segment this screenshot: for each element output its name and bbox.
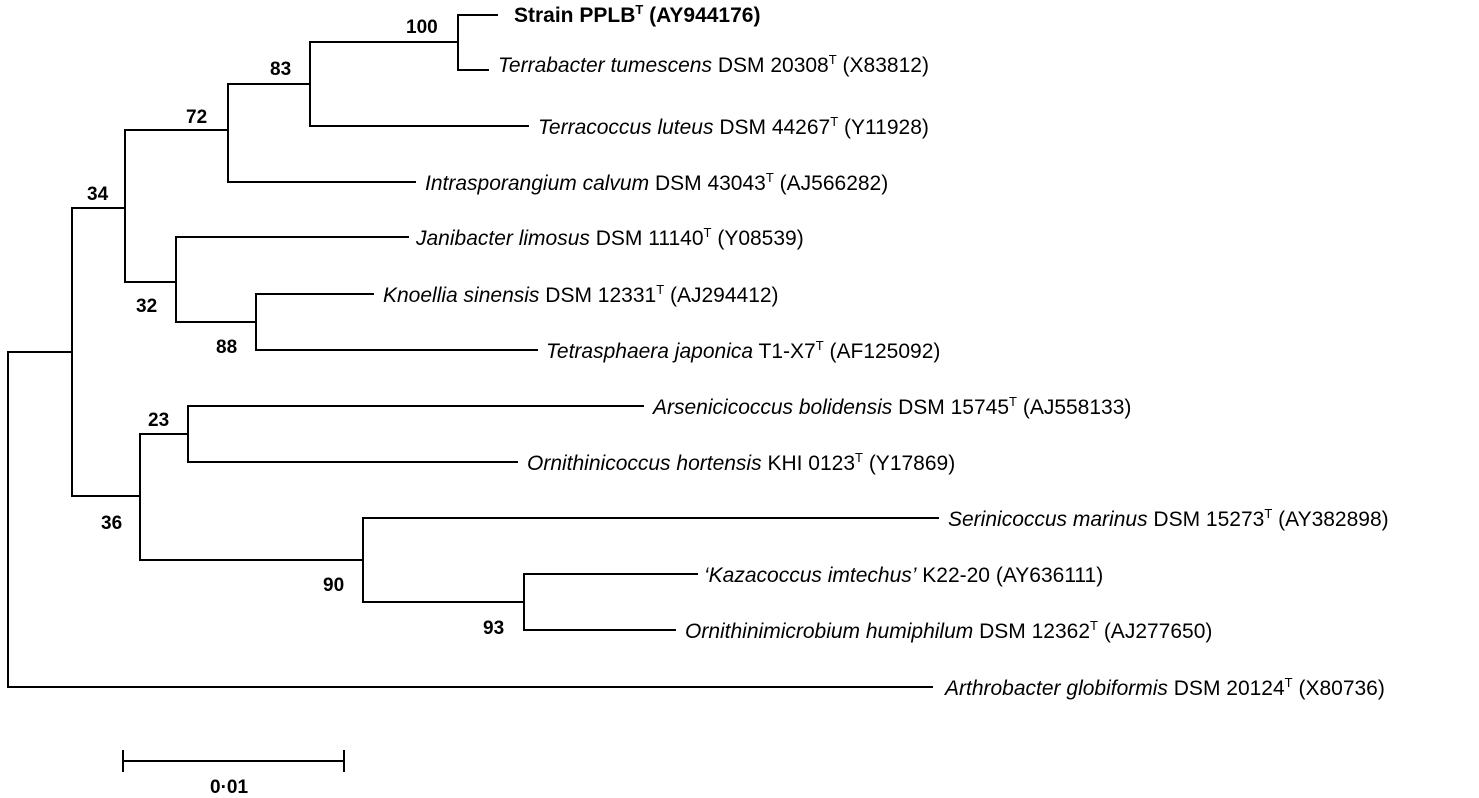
taxon-labels: Strain PPLBT (AY944176) Terrabacter tume… xyxy=(383,2,1389,700)
bootstrap-value: 34 xyxy=(87,184,109,205)
taxon-label-arthrobacter: Arthrobacter globiformis DSM 20124T (X80… xyxy=(943,675,1385,700)
taxon-label-arsenicicoccus: Arsenicicoccus bolidensis DSM 15745T (AJ… xyxy=(651,394,1131,419)
bootstrap-value: 83 xyxy=(270,59,291,80)
taxon-label-ornithinimicrobium: Ornithinimicrobium humiphilum DSM 12362T… xyxy=(685,618,1212,643)
bootstrap-values: 100 83 72 34 32 88 23 36 90 93 xyxy=(87,17,504,639)
taxon-label-kazacoccus: ‘Kazacoccus imtechus’ K22-20 (AY636111) xyxy=(704,564,1103,587)
taxon-label-strain-pplb: Strain PPLBT (AY944176) xyxy=(514,2,760,27)
bootstrap-value: 100 xyxy=(406,17,438,38)
bootstrap-value: 72 xyxy=(186,107,207,128)
bootstrap-value: 93 xyxy=(483,618,504,639)
taxon-label-terrabacter: Terrabacter tumescens DSM 20308T (X83812… xyxy=(498,52,929,77)
bootstrap-value: 88 xyxy=(216,337,237,358)
bootstrap-value: 23 xyxy=(148,410,169,431)
bootstrap-value: 32 xyxy=(136,296,157,317)
taxon-label-serinicoccus: Serinicoccus marinus DSM 15273T (AY38289… xyxy=(948,506,1389,531)
taxon-label-terracoccus: Terracoccus luteus DSM 44267T (Y11928) xyxy=(538,114,929,139)
bootstrap-value: 36 xyxy=(101,513,122,534)
bootstrap-value: 90 xyxy=(323,575,344,596)
tree-branches xyxy=(7,14,939,688)
scale-bar: 0·01 xyxy=(122,750,345,798)
taxon-label-janibacter: Janibacter limosus DSM 11140T (Y08539) xyxy=(415,225,804,250)
taxon-label-ornithinicoccus: Ornithinicoccus hortensis KHI 0123T (Y17… xyxy=(527,450,955,475)
taxon-label-tetrasphaera: Tetrasphaera japonica T1-X7T (AF125092) xyxy=(546,338,940,363)
taxon-label-intrasporangium: Intrasporangium calvum DSM 43043T (AJ566… xyxy=(425,170,888,195)
taxon-label-knoellia: Knoellia sinensis DSM 12331T (AJ294412) xyxy=(383,282,779,307)
scale-bar-label: 0·01 xyxy=(210,777,248,798)
